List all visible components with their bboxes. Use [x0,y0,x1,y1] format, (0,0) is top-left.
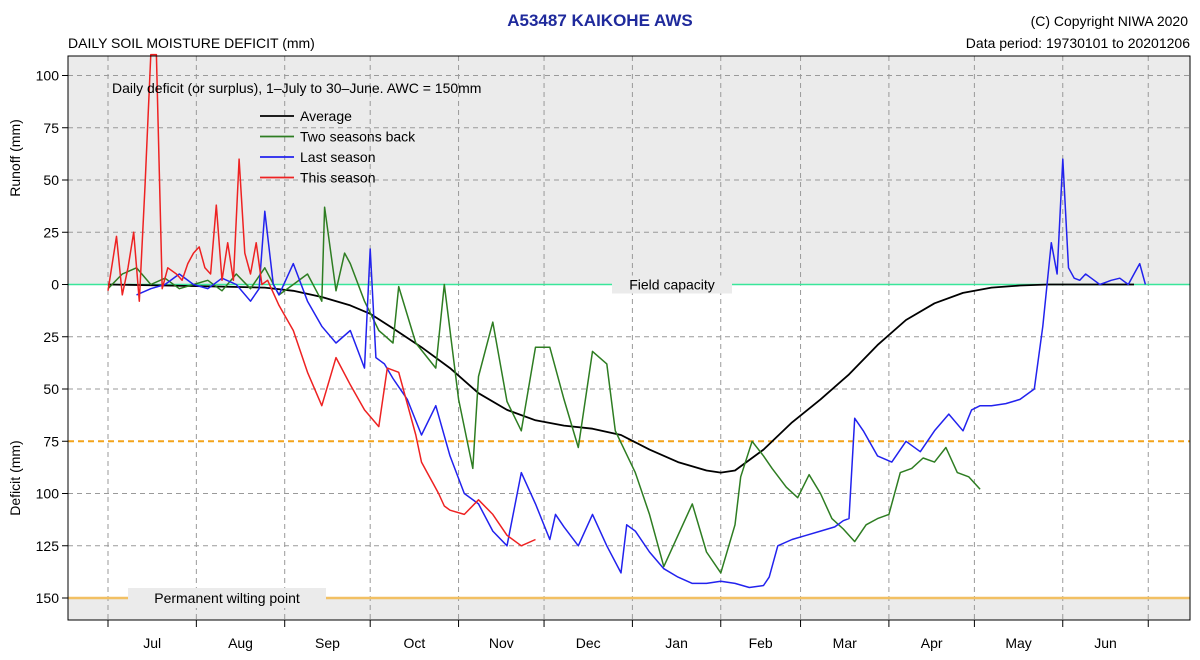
x-tick-label: Jan [665,635,688,651]
legend-label: Last season [300,149,376,165]
legend: Average Two seasons back Last season This s… [260,108,416,186]
x-tick-label: Oct [403,635,425,651]
copyright-text: (C) Copyright NIWA 2020 [1031,13,1189,29]
y-tick-label: 150 [36,590,60,606]
x-tick-label: Jun [1094,635,1117,651]
y-tick-label: 50 [43,381,59,397]
legend-label: Two seasons back [300,129,416,145]
data-period-text: Data period: 19730101 to 20201206 [966,35,1190,51]
x-tick-label: Nov [489,635,514,651]
y-tick-label: 0 [51,277,59,293]
y-tick-label: 125 [36,538,60,554]
chart-subtitle: DAILY SOIL MOISTURE DEFICIT (mm) [68,35,315,51]
y-tick-label: 75 [43,120,59,136]
y-tick-label: 100 [36,68,60,84]
series-lines [107,53,1147,589]
wilting-point-label: Permanent wilting point [154,590,300,606]
y-label-runoff: Runoff (mm) [7,119,23,197]
below-wilting-shaded-region [68,598,1190,620]
y-tick-label: 75 [43,433,59,449]
series-line-two-seasons-back [107,206,981,574]
plot-frame [67,55,1191,621]
chart-note: Daily deficit (or surplus), 1–July to 30… [112,80,481,96]
x-tick-label: Apr [921,635,943,651]
x-tick-label: Dec [576,635,601,651]
y-label-deficit: Deficit (mm) [7,440,23,515]
x-axis: Jul Aug Sep Oct Nov Dec Jan Feb Mar Apr May Jun [107,620,1149,651]
x-tick-label: Mar [833,635,857,651]
x-tick-label: Sep [315,635,340,651]
grid-lines [68,56,1190,620]
series-line-this-season [107,53,536,547]
x-tick-label: May [1005,635,1031,651]
y-axis: 100 75 50 25 0 25 50 75 100 125 150 [36,68,68,606]
y-tick-label: 100 [36,486,60,502]
field-capacity-label-bg [612,275,732,294]
reference-lines: Field capacity Permanent wilting point [68,275,1190,608]
y-tick-label: 50 [43,172,59,188]
y-tick-label: 25 [43,329,59,345]
y-tick-label: 25 [43,224,59,240]
x-tick-label: Aug [228,635,253,651]
x-tick-label: Jul [143,635,161,651]
wilting-point-label-bg [128,588,326,608]
legend-label: This season [300,170,375,186]
series-line-last-season [136,158,1147,589]
series-line-average [107,283,1134,474]
chart-title: A53487 KAIKOHE AWS [507,11,692,30]
legend-label: Average [300,108,352,124]
field-capacity-label: Field capacity [629,277,715,293]
x-tick-label: Feb [749,635,773,651]
